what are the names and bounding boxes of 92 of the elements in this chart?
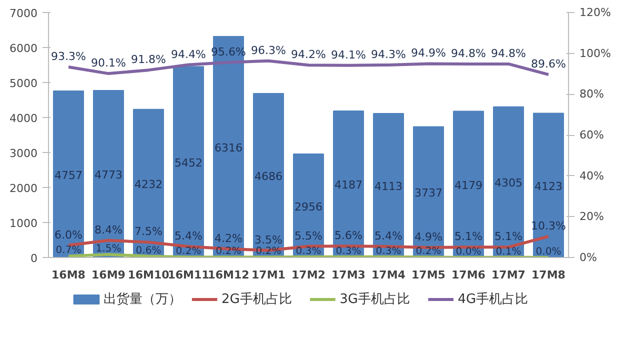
- x-tick-label: 17M8: [532, 268, 566, 282]
- y-tick-label: 3000: [10, 147, 38, 160]
- data-label: 0.2%: [416, 246, 442, 258]
- x-tick-label: 16M9: [92, 268, 126, 282]
- bar: [133, 108, 164, 258]
- y-tick-label: 0: [30, 252, 38, 265]
- data-label: 94.8%: [491, 46, 526, 60]
- data-label: 1.5%: [96, 243, 122, 254]
- legend-label: 4G手机占比: [458, 292, 528, 307]
- data-label: 4686: [254, 170, 283, 183]
- data-label: 0.7%: [56, 245, 82, 256]
- data-label: 5.4%: [374, 229, 402, 242]
- y-tick-label: 4000: [10, 112, 38, 125]
- data-label: 94.8%: [451, 46, 486, 60]
- bar: [213, 36, 244, 258]
- data-label: 5452: [174, 156, 203, 170]
- data-label: 93.3%: [51, 50, 86, 64]
- bar: [493, 106, 524, 258]
- data-label: 4.9%: [414, 230, 442, 244]
- data-label: 4123: [534, 180, 563, 193]
- data-label: 0.3%: [296, 246, 322, 257]
- bar: [93, 90, 124, 258]
- data-label: 5.5%: [294, 229, 322, 242]
- data-label: 5.6%: [334, 229, 362, 242]
- y2-tick-label: 60%: [580, 128, 604, 142]
- data-label: 0.0%: [536, 246, 562, 258]
- y-tick-label: 6000: [10, 42, 38, 55]
- x-tick-label: 17M6: [452, 268, 486, 282]
- data-label: 94.2%: [291, 48, 326, 62]
- data-label: 5.1%: [494, 230, 522, 244]
- x-tick-label: 17M1: [252, 268, 286, 282]
- data-label: 4179: [454, 178, 483, 192]
- x-tick-label: 16M12: [208, 268, 250, 282]
- legend-label: 3G手机占比: [340, 292, 410, 307]
- data-label: 4773: [94, 168, 123, 182]
- y2-tick-label: 80%: [580, 88, 604, 101]
- data-label: 94.1%: [331, 48, 366, 62]
- data-label: 94.9%: [411, 46, 446, 60]
- data-label: 8.4%: [94, 223, 122, 236]
- x-tick-label: 17M7: [492, 268, 526, 282]
- data-label: 90.1%: [91, 56, 126, 70]
- data-label: 0.0%: [456, 246, 482, 258]
- legend-label: 出货量（万）: [103, 292, 182, 307]
- bar: [333, 110, 364, 258]
- data-label: 0.2%: [176, 246, 202, 258]
- data-label: 0.1%: [496, 246, 522, 258]
- data-label: 94.3%: [371, 48, 406, 61]
- x-tick-label: 16M11: [168, 268, 210, 282]
- y2-tick-label: 100%: [580, 46, 611, 60]
- data-label: 4305: [494, 176, 523, 190]
- data-label: 4232: [134, 178, 163, 191]
- bar: [253, 92, 284, 258]
- data-label: 6316: [214, 141, 243, 154]
- data-label: 2956: [294, 200, 323, 214]
- y2-tick-label: 120%: [580, 6, 611, 19]
- data-label: 6.0%: [54, 228, 82, 242]
- bar: [533, 112, 564, 258]
- y2-tick-label: 0%: [580, 251, 597, 264]
- data-label: 4187: [334, 178, 363, 192]
- y-tick-label: 5000: [10, 77, 38, 90]
- data-label: 4757: [54, 168, 83, 182]
- data-label: 7.5%: [134, 225, 162, 238]
- data-label: 0.6%: [136, 245, 162, 256]
- y-tick-label: 2000: [10, 182, 38, 195]
- data-label: 94.4%: [171, 48, 206, 61]
- x-tick-label: 16M10: [128, 268, 170, 282]
- bar: [53, 90, 84, 258]
- y2-tick-label: 20%: [580, 210, 604, 224]
- data-label: 0.3%: [336, 246, 362, 257]
- x-tick-label: 16M8: [52, 268, 86, 282]
- y-tick-label: 7000: [10, 7, 38, 20]
- data-label: 3.5%: [254, 233, 282, 246]
- data-label: 96.3%: [251, 44, 286, 57]
- data-label: 5.4%: [174, 229, 202, 242]
- bar: [453, 110, 484, 258]
- data-label: 0.3%: [376, 246, 402, 257]
- x-tick-label: 17M3: [332, 268, 366, 282]
- y2-tick-label: 40%: [580, 169, 604, 182]
- bar: [413, 126, 444, 258]
- data-label: 3737: [414, 186, 443, 200]
- bar: [373, 113, 404, 258]
- data-label: 89.6%: [531, 58, 566, 71]
- legend-label: 2G手机占比: [221, 292, 292, 307]
- data-label: 5.1%: [454, 230, 482, 244]
- y-tick-label: 1000: [10, 217, 38, 230]
- data-label: 91.8%: [131, 53, 166, 66]
- data-label: 4.2%: [214, 232, 242, 245]
- bar: [173, 66, 204, 258]
- x-tick-label: 17M4: [372, 268, 406, 282]
- data-label: 4113: [374, 180, 403, 194]
- x-tick-label: 17M5: [412, 268, 446, 282]
- x-tick-label: 17M2: [292, 268, 326, 282]
